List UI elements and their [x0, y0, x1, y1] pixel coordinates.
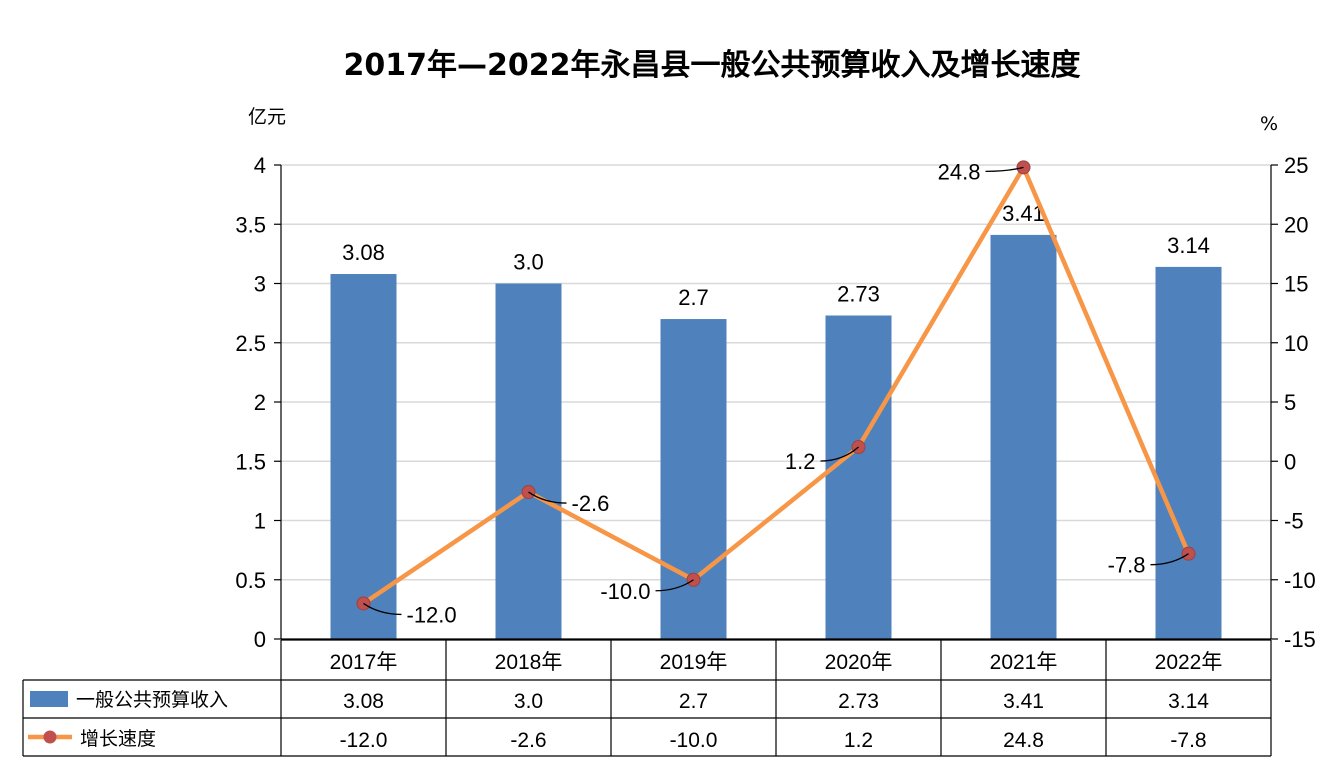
- y-tick-label-left: 0.5: [235, 568, 266, 593]
- y-tick-label-right: 20: [1284, 212, 1308, 237]
- y-tick-label-right: 15: [1284, 272, 1308, 297]
- line-label-leader: [655, 579, 694, 592]
- y-tick-label-left: 3: [254, 272, 266, 297]
- y-axis-right-unit: %: [1260, 113, 1278, 135]
- y-tick-label-right: 5: [1284, 390, 1296, 415]
- table-cell-growth: -2.6: [510, 729, 546, 752]
- bar-revenue-2021年: [990, 234, 1057, 640]
- y-tick-label-left: 3.5: [235, 212, 266, 237]
- table-cell-revenue: 2.7: [679, 690, 708, 713]
- line-label-leader: [820, 446, 859, 462]
- y-tick-label-right: 0: [1284, 449, 1296, 474]
- bar-data-label: 3.14: [1167, 233, 1210, 258]
- y-tick-label-left: 1: [254, 509, 266, 534]
- y-tick-label-left: 0: [254, 627, 266, 652]
- bar-data-label: 3.08: [342, 240, 385, 265]
- table-cell-growth: 1.2: [844, 729, 873, 752]
- bar-revenue-2020年: [825, 315, 892, 639]
- y-tick-label-right: -5: [1284, 509, 1304, 534]
- y-tick-label-left: 4: [254, 153, 266, 178]
- line-data-label: -7.8: [1108, 553, 1146, 578]
- line-data-label: -10.0: [600, 579, 650, 604]
- bar-revenue-2017年: [330, 274, 397, 639]
- table-cell-revenue: 2.73: [838, 690, 879, 713]
- bar-revenue-2019年: [660, 319, 727, 639]
- table-cell-revenue: 3.08: [343, 690, 384, 713]
- line-data-label: -2.6: [572, 491, 610, 516]
- line-data-label: 24.8: [938, 159, 981, 184]
- y-tick-label-right: 10: [1284, 331, 1308, 356]
- x-category-label: 2020年: [825, 651, 893, 674]
- line-label-leader: [1150, 553, 1189, 566]
- y-tick-label-left: 1.5: [235, 449, 266, 474]
- line-label-leader: [985, 166, 1024, 173]
- y-tick-label-right: -15: [1284, 627, 1316, 652]
- page-title: 2017年—2022年永昌县一般公共预算收入及增长速度: [343, 48, 1081, 83]
- bar-data-label: 2.73: [837, 281, 880, 306]
- x-category-label: 2019年: [660, 651, 728, 674]
- table-cell-growth: -12.0: [340, 729, 388, 752]
- line-label-leader: [528, 491, 567, 504]
- bar-revenue-2022年: [1155, 266, 1222, 639]
- table-cell-revenue: 3.41: [1003, 690, 1044, 713]
- x-category-label: 2017年: [330, 651, 398, 674]
- growth-rate-line: [362, 165, 1191, 606]
- bar-revenue-2018年: [495, 283, 562, 639]
- x-category-label: 2021年: [990, 651, 1058, 674]
- table-cell-growth: 24.8: [1003, 729, 1044, 752]
- y-tick-label-left: 2.5: [235, 331, 266, 356]
- legend-key-revenue: [30, 691, 68, 707]
- legend-label-growth: 增长速度: [80, 728, 156, 750]
- y-axis-left-unit: 亿元: [248, 106, 286, 128]
- table-cell-growth: -10.0: [670, 729, 718, 752]
- x-category-label: 2018年: [495, 651, 563, 674]
- legend-label-revenue: 一般公共预算收入: [76, 689, 228, 711]
- table-cell-growth: -7.8: [1170, 729, 1206, 752]
- line-data-label: 1.2: [785, 449, 816, 474]
- legend-key-growth-marker: [43, 730, 57, 744]
- bar-data-label: 2.7: [678, 285, 709, 310]
- table-cell-revenue: 3.0: [514, 690, 543, 713]
- line-data-label: -12.0: [407, 602, 457, 627]
- y-tick-label-right: 25: [1284, 153, 1308, 178]
- y-tick-label-left: 2: [254, 390, 266, 415]
- bar-data-label: 3.0: [513, 250, 544, 275]
- table-cell-revenue: 3.14: [1168, 690, 1209, 713]
- x-category-label: 2022年: [1155, 651, 1223, 674]
- line-label-leader: [363, 602, 402, 616]
- y-tick-label-right: -10: [1284, 568, 1316, 593]
